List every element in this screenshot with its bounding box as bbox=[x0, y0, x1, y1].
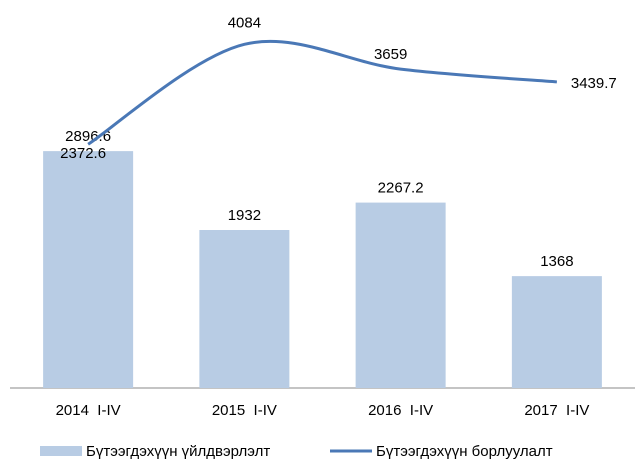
data-label: 1368 bbox=[540, 253, 573, 270]
x-tick-label: 2017 I-IV bbox=[524, 402, 589, 419]
legend-swatch bbox=[40, 446, 82, 456]
legend-label: Бүтээгдэхүүн борлуулалт bbox=[376, 443, 553, 460]
legend: Бүтээгдэхүүн үйлдвэрлэлт Бүтээгдэхүүн бор… bbox=[40, 443, 553, 460]
data-label: 3439.7 bbox=[571, 75, 617, 92]
bar bbox=[199, 230, 290, 388]
bar bbox=[355, 202, 446, 388]
data-label: 2267.2 bbox=[378, 180, 424, 197]
x-tick-label: 2015 I-IV bbox=[212, 402, 277, 419]
data-label: 2372.6 bbox=[60, 145, 106, 162]
data-label: 4084 bbox=[228, 14, 261, 31]
data-label: 1932 bbox=[228, 207, 261, 224]
x-tick-label: 2016 I-IV bbox=[368, 402, 433, 419]
x-tick-label: 2014 I-IV bbox=[56, 402, 121, 419]
bar bbox=[43, 151, 134, 388]
data-label: 3659 bbox=[374, 46, 407, 63]
legend-label: Бүтээгдэхүүн үйлдвэрлэлт bbox=[86, 443, 270, 460]
bar bbox=[511, 276, 602, 388]
line bbox=[87, 39, 557, 146]
data-label: 2896.6 bbox=[65, 128, 111, 145]
